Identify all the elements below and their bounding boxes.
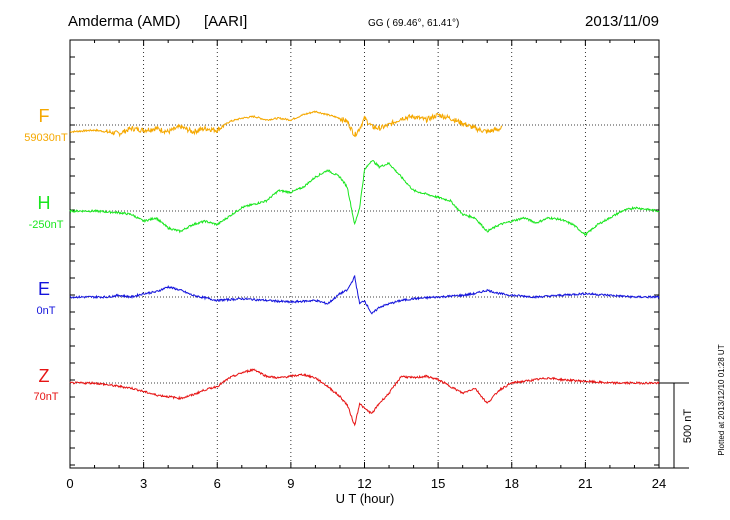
series-line-E <box>69 274 660 315</box>
baseline-label-E: 0nT <box>37 305 56 317</box>
institute-label: [AARI] <box>204 13 247 30</box>
x-tick-label: 21 <box>578 476 592 491</box>
channel-label-Z: Z <box>39 366 50 386</box>
baseline-label-F: 59030nT <box>24 132 68 144</box>
x-tick-label: 12 <box>357 476 371 491</box>
scale-bar: 500 nT <box>659 382 694 469</box>
x-tick-label: 0 <box>66 476 73 491</box>
x-tick-label: 24 <box>652 476 666 491</box>
x-axis-title: U T (hour) <box>336 491 395 506</box>
x-tick-label: 9 <box>287 476 294 491</box>
baselines <box>70 124 659 384</box>
coords-label: GG ( 69.46°, 61.41°) <box>368 18 459 29</box>
channel-label-F: F <box>39 106 50 126</box>
grid-lines <box>143 40 586 468</box>
channel-label-E: E <box>38 279 50 299</box>
series-line-Z <box>69 368 660 427</box>
x-tick-label: 3 <box>140 476 147 491</box>
plotted-at-label: Plotted at 2013/12/10 01:28 UT <box>717 344 726 455</box>
baseline-label-H: -250nT <box>29 219 64 231</box>
baseline-label-Z: 70nT <box>33 391 58 403</box>
date-label: 2013/11/09 <box>585 13 659 30</box>
series-lines <box>69 110 660 427</box>
series-line-F <box>69 110 503 138</box>
series-line-H <box>69 159 660 237</box>
x-tick-label: 18 <box>505 476 519 491</box>
x-tick-label: 15 <box>431 476 445 491</box>
channel-labels: F 59030nT H -250nT E 0nT Z 70nT <box>24 106 68 403</box>
x-tick-labels: 0 3 6 9 12 15 18 21 24 <box>66 476 666 491</box>
x-tick-label: 6 <box>214 476 221 491</box>
scale-label: 500 nT <box>682 409 694 444</box>
channel-label-H: H <box>38 193 51 213</box>
station-title: Amderma (AMD) <box>68 13 181 30</box>
